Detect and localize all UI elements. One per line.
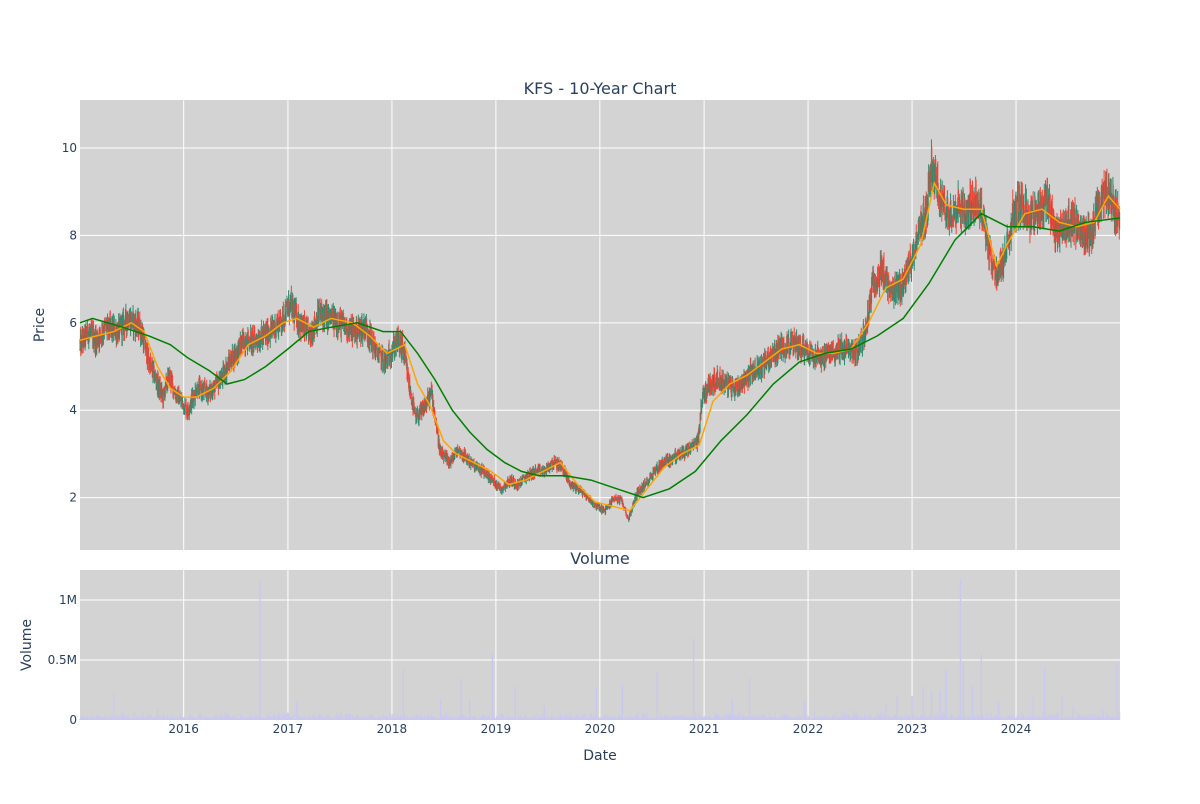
x-tick-label: 2019 xyxy=(481,722,512,736)
x-axis-ticks: 2016 2017 2018 2019 2020 2021 2022 2023 2024 xyxy=(168,722,1031,736)
price-grid xyxy=(80,100,1120,550)
short-moving-average-line xyxy=(79,180,1121,512)
price-y-tick-label: 6 xyxy=(69,316,77,330)
volume-y-axis-label: Volume xyxy=(19,619,35,671)
x-tick-label: 2018 xyxy=(377,722,408,736)
price-y-tick-label: 10 xyxy=(62,141,77,155)
x-tick-label: 2024 xyxy=(1001,722,1032,736)
volume-chart-title: Volume xyxy=(570,549,630,568)
volume-bars xyxy=(79,578,1121,720)
price-y-tick-label: 2 xyxy=(69,491,77,505)
x-tick-label: 2016 xyxy=(168,722,199,736)
price-candles xyxy=(79,139,1121,523)
price-moving-averages xyxy=(79,180,1121,512)
x-tick-label: 2022 xyxy=(793,722,824,736)
volume-grid xyxy=(80,570,1120,720)
volume-y-tick-label: 1M xyxy=(59,593,77,607)
price-y-axis-label: Price xyxy=(32,308,48,342)
price-y-tick-label: 8 xyxy=(69,228,77,242)
x-tick-label: 2020 xyxy=(585,722,616,736)
price-chart-title: KFS - 10-Year Chart xyxy=(524,79,677,98)
x-tick-label: 2017 xyxy=(273,722,304,736)
x-tick-label: 2021 xyxy=(689,722,720,736)
price-y-tick-label: 4 xyxy=(69,403,77,417)
volume-y-tick-label: 0 xyxy=(69,713,77,727)
price-y-ticks: 2 4 6 8 10 xyxy=(62,141,77,505)
volume-y-ticks: 0 0.5M 1M xyxy=(48,593,77,727)
price-panel: 2 4 6 8 10 KFS - 10-Year Chart Price xyxy=(32,79,1121,550)
x-tick-label: 2023 xyxy=(897,722,928,736)
long-moving-average-line xyxy=(79,212,1121,499)
volume-y-tick-label: 0.5M xyxy=(48,653,77,667)
x-axis-label: Date xyxy=(583,748,616,764)
